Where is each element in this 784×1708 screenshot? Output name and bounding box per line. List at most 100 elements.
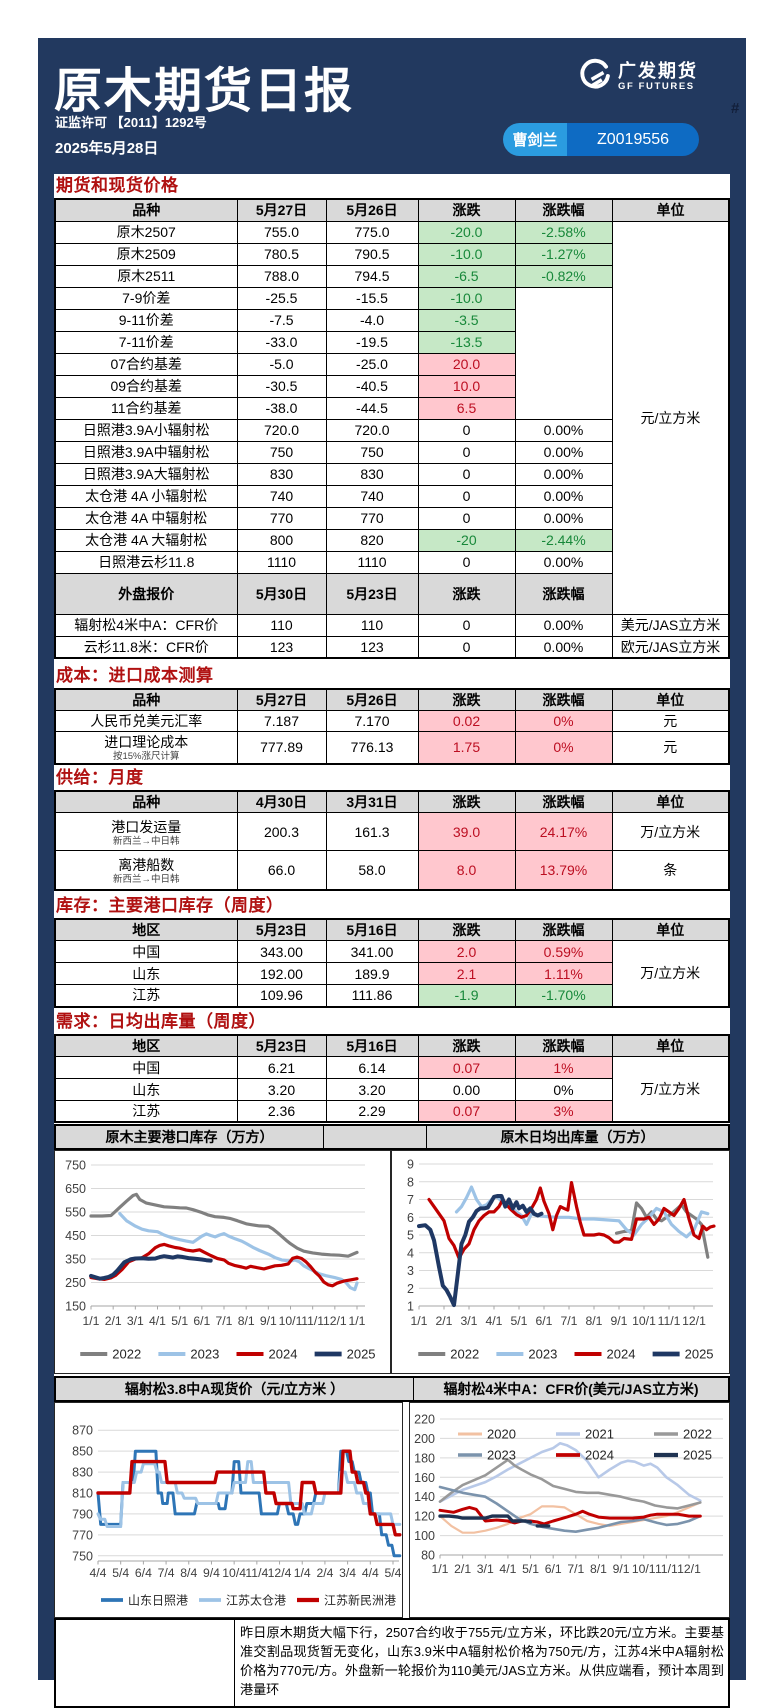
cell: 07合约基差: [54, 352, 238, 376]
report-content: 期货和现货价格 品种 5月27日 5月26日 涨跌 涨跌幅 单位 原木2507 755.0 77…: [54, 174, 730, 1708]
header-cell: 涨跌: [417, 688, 516, 711]
svg-text:770: 770: [72, 1528, 93, 1542]
cell: 3%: [514, 1100, 613, 1123]
header-cell: 单位: [611, 688, 730, 711]
cell: 66.0: [236, 850, 327, 890]
svg-text:2/4: 2/4: [316, 1566, 333, 1580]
cell: 6.14: [325, 1056, 419, 1079]
svg-text:10/4: 10/4: [222, 1566, 246, 1580]
cell: 日照港3.9A小辐射松: [54, 418, 238, 442]
table-row: 人民币兑美元汇率 7.187 7.170 0.02 0% 元: [54, 710, 730, 732]
cell: -38.0: [236, 396, 327, 420]
cell: 11合约基差: [54, 396, 238, 420]
section-title-supply: 供给：月度: [56, 768, 144, 787]
svg-text:8/1: 8/1: [590, 1562, 607, 1576]
svg-text:4/1: 4/1: [486, 1314, 503, 1328]
cell: 原木2511: [54, 264, 238, 288]
cell: 3.20: [325, 1078, 419, 1101]
header-cell: 单位: [611, 790, 730, 813]
cell: 美元/JAS立方米: [611, 613, 730, 637]
cell: -1.9: [417, 984, 516, 1007]
chart-0: 750 650 550 450 350 250 150 1/1 2/1 3/1 4/1 5/1 6/1 7…: [54, 1150, 391, 1374]
svg-text:9/1: 9/1: [260, 1314, 277, 1328]
series-2024: [89, 1242, 359, 1288]
cell: 775.0: [325, 220, 419, 244]
cell: 720.0: [325, 418, 419, 442]
svg-text:1/1: 1/1: [432, 1562, 449, 1576]
header-cell: 5月27日: [236, 688, 327, 711]
svg-text:7: 7: [407, 1193, 414, 1207]
header-cell: 涨跌: [417, 1034, 516, 1057]
header-cell: 涨跌幅: [514, 572, 613, 615]
table-row: 中国 343.00 341.00 2.0 0.59% 万/立方米: [54, 940, 730, 1007]
cell: 111.86: [325, 984, 419, 1007]
cell: -20.0: [417, 220, 516, 244]
header-cell: 涨跌: [417, 790, 516, 813]
daily-comment-text: 昨日原木期货大幅下行，2507合约收于755元/立方米，环比跌20元/立方米。主…: [240, 1625, 724, 1697]
cell: 元: [611, 710, 730, 732]
legend: 2022 2023 2024 2025: [80, 1347, 376, 1362]
cell: 6.21: [236, 1056, 327, 1079]
svg-text:4/1: 4/1: [499, 1562, 516, 1576]
svg-text:2024: 2024: [607, 1347, 636, 1362]
table-row: 港口发运量 新西兰→中日韩 200.3 161.3 39.0 24.17% 万/立方米: [54, 812, 730, 851]
svg-text:9/1: 9/1: [613, 1562, 630, 1576]
svg-text:550: 550: [65, 1206, 86, 1220]
svg-text:11/1: 11/1: [655, 1562, 678, 1576]
svg-text:140: 140: [414, 1490, 435, 1504]
y-axis-labels: 220 200 180 160 140 120 100 80: [414, 1413, 435, 1563]
header-cell: 涨跌: [417, 918, 516, 941]
cell: 790.5: [325, 242, 419, 266]
cell: 341.00: [325, 940, 419, 963]
cell: 3.20: [236, 1078, 327, 1101]
svg-text:810: 810: [72, 1487, 93, 1501]
svg-text:4: 4: [407, 1246, 414, 1260]
svg-text:3/4: 3/4: [339, 1566, 356, 1580]
table-row: 11合约基差 -38.0 -44.5 6.5: [54, 396, 729, 420]
cell: 7.170: [325, 710, 419, 732]
cell: 0: [417, 550, 516, 574]
cell: 条: [611, 850, 730, 890]
cell: 123: [236, 635, 327, 659]
svg-text:2025: 2025: [347, 1347, 376, 1362]
cell: 2.29: [325, 1100, 419, 1123]
header-cell: 涨跌幅: [514, 198, 613, 222]
cell: 万/立方米: [611, 812, 730, 851]
x-axis-labels: 1/1 2/1 3/1 4/1 5/1 6/1 7/1 8/1 9/1 10/1 11/1 12/1: [432, 1562, 702, 1576]
svg-text:2022: 2022: [112, 1347, 141, 1362]
daily-comment-row: 昨日原木期货大幅下行，2507合约收于755元/立方米，环比跌20元/立方米。主…: [54, 1618, 730, 1708]
cell: -13.5: [417, 330, 516, 354]
cell: 820: [325, 528, 419, 552]
svg-text:6/1: 6/1: [545, 1562, 562, 1576]
svg-text:7/1: 7/1: [567, 1562, 584, 1576]
cell: 0.59%: [514, 940, 613, 963]
cell: 中国: [54, 1056, 238, 1079]
cell: 辐射松4米中A：CFR价: [54, 613, 238, 637]
cell: 港口发运量 新西兰→中日韩: [54, 812, 238, 851]
logo-cn-text: 广发期货: [618, 60, 698, 81]
cell: 110: [236, 613, 327, 637]
chart-header-row-1: 原木主要港口库存（万方） 原木日均出库量（万方）: [54, 1124, 730, 1150]
chart-3: 220 200 180 160 140 120 100 80 1/1 2/1 3/1 4/1 5/1 6/…: [409, 1402, 730, 1618]
cell: 0.00: [417, 1078, 516, 1101]
report-panel: 原木期货日报 证监许可 【2011】1292号 2025年5月28日 # 广发期…: [38, 38, 746, 1708]
cell: 人民币兑美元汇率: [54, 710, 238, 732]
svg-text:1/1: 1/1: [349, 1314, 366, 1328]
svg-text:12/1: 12/1: [677, 1562, 701, 1576]
table-row: 品种 5月27日 5月26日 涨跌 涨跌幅 单位: [54, 688, 730, 711]
svg-text:2022: 2022: [450, 1347, 479, 1362]
svg-text:11/4: 11/4: [245, 1566, 268, 1580]
cell: 0: [417, 462, 516, 486]
cell: 343.00: [236, 940, 327, 963]
cell: -10.0: [417, 242, 516, 266]
svg-text:2022: 2022: [683, 1427, 712, 1442]
cell: 0: [417, 506, 516, 530]
svg-text:2020: 2020: [487, 1427, 516, 1442]
chart-svg-3: 220 200 180 160 140 120 100 801/1 2/1 3/1 4/1 5/1 6/…: [414, 1413, 723, 1576]
cell: 830: [236, 462, 327, 486]
cell: -4.0: [325, 308, 419, 332]
header-cell: 5月23日: [236, 918, 327, 941]
svg-text:6: 6: [407, 1211, 414, 1225]
